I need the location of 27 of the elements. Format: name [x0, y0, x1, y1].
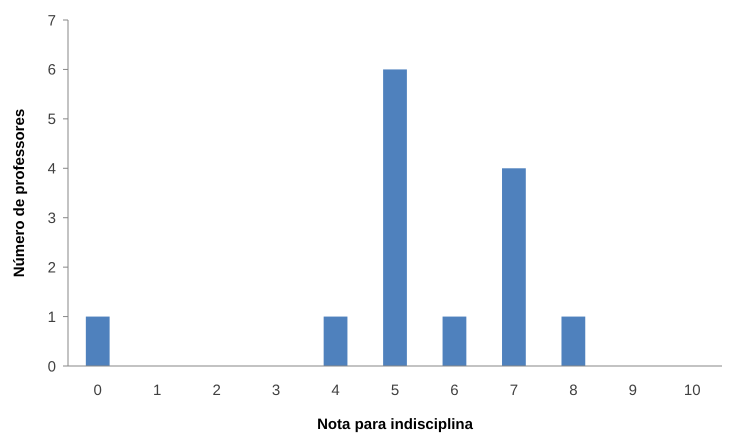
- y-tick-label: 4: [48, 160, 56, 178]
- x-tick-label: 3: [272, 382, 280, 399]
- y-tick-label: 0: [48, 358, 56, 376]
- y-tick-label: 7: [48, 12, 56, 30]
- bar: [442, 316, 466, 366]
- bar: [86, 316, 110, 366]
- x-tick-label: 1: [153, 382, 162, 399]
- y-tick-label: 5: [48, 111, 56, 128]
- y-axis-title: Número de professores: [11, 108, 28, 278]
- bar: [561, 316, 586, 366]
- x-tick-label: 0: [94, 382, 102, 399]
- bar: [383, 69, 407, 366]
- bar: [324, 316, 348, 366]
- x-axis-title: Nota para indisciplina: [317, 416, 474, 433]
- x-tick-label: 8: [569, 382, 578, 399]
- x-tick-label: 7: [510, 382, 518, 399]
- x-tick-label: 2: [212, 382, 221, 399]
- y-tick-label: 6: [48, 62, 56, 79]
- x-tick-label: 5: [390, 382, 400, 399]
- x-tick-label: 10: [684, 382, 701, 399]
- y-tick-label: 1: [48, 308, 56, 326]
- x-tick-label: 9: [628, 382, 637, 399]
- y-tick-label: 3: [48, 210, 56, 227]
- x-tick-label: 6: [450, 382, 459, 399]
- x-tick-label: 4: [331, 382, 340, 399]
- bar: [502, 168, 526, 366]
- y-tick-label: 2: [48, 259, 56, 276]
